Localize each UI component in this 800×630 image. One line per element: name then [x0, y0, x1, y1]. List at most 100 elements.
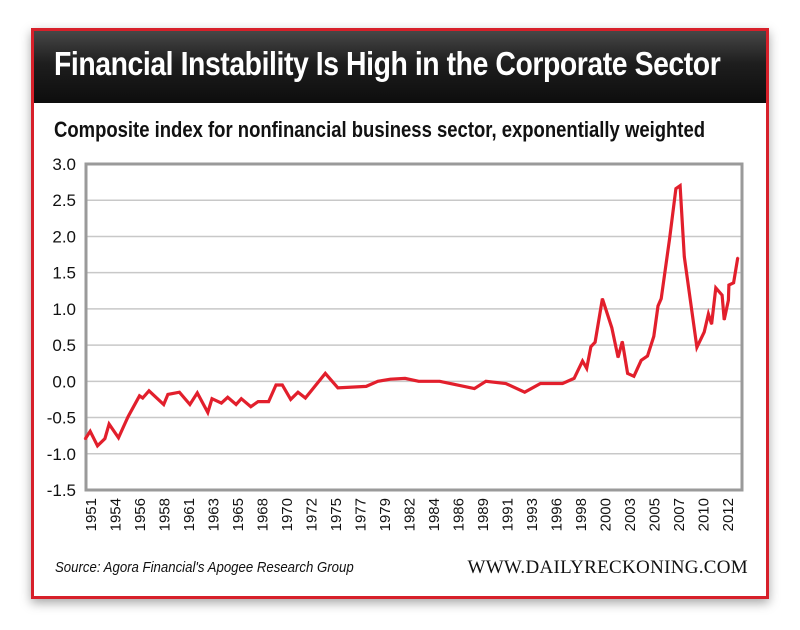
data-point	[573, 377, 575, 380]
data-point	[696, 346, 698, 349]
data-point	[626, 372, 629, 375]
data-point	[581, 360, 584, 362]
x-tick-label: 1970	[279, 498, 296, 531]
data-point	[728, 284, 730, 286]
data-point	[389, 378, 392, 380]
data-point	[737, 256, 739, 259]
data-point	[148, 389, 150, 392]
source-note: Source: Agora Financial's Apogee Researc…	[55, 559, 354, 576]
data-point	[505, 382, 507, 385]
y-tick-label: -0.5	[47, 409, 76, 428]
data-point	[96, 445, 99, 447]
x-tick-label: 1982	[402, 498, 419, 531]
x-tick-label: 1954	[108, 498, 125, 531]
data-point	[189, 403, 191, 406]
data-point	[675, 187, 677, 190]
x-tick-label: 1991	[500, 498, 517, 531]
data-point	[683, 255, 686, 258]
y-tick-label: 1.5	[52, 264, 76, 283]
data-point	[267, 400, 270, 403]
x-tick-label: 2005	[647, 498, 664, 531]
data-point	[417, 380, 420, 383]
data-point	[337, 387, 339, 389]
data-point	[220, 402, 223, 404]
data-point	[178, 391, 181, 394]
chart-title: Financial Instability Is High in the Cor…	[54, 45, 721, 82]
data-point	[138, 395, 141, 397]
data-point	[404, 377, 406, 380]
data-point	[727, 299, 730, 301]
data-point	[249, 405, 252, 408]
data-point	[657, 305, 659, 307]
data-point	[281, 384, 284, 386]
data-point	[732, 282, 735, 284]
y-tick-label: 0.5	[52, 336, 76, 355]
x-tick-label: 1956	[132, 498, 149, 531]
data-point	[611, 326, 613, 329]
data-point	[289, 398, 292, 401]
data-point	[590, 345, 592, 348]
data-point	[211, 397, 213, 400]
x-tick-label: 1996	[549, 498, 566, 531]
x-tick-label: 1972	[304, 498, 321, 531]
data-point	[561, 382, 564, 385]
y-tick-label: -1.0	[47, 445, 76, 464]
data-point	[714, 287, 717, 289]
y-tick-label: 1.0	[52, 300, 76, 319]
x-tick-label: 1984	[426, 498, 443, 531]
x-tick-label: 1989	[475, 498, 492, 531]
data-point	[104, 437, 106, 440]
title-bar: Financial Instability Is High in the Cor…	[34, 31, 766, 103]
data-point	[668, 237, 671, 240]
data-point	[84, 438, 86, 441]
data-point	[640, 359, 643, 362]
data-point	[710, 323, 713, 325]
plot-frame	[84, 162, 744, 492]
x-tick-label: 1965	[230, 498, 247, 531]
y-tick-label: 0.0	[52, 372, 76, 391]
y-tick-label: 2.5	[52, 191, 76, 210]
data-point	[108, 423, 110, 425]
y-tick-label: 2.0	[52, 227, 76, 246]
data-point	[324, 372, 327, 375]
data-point	[594, 341, 596, 344]
data-point	[621, 340, 624, 343]
data-point	[660, 297, 662, 300]
data-point	[601, 297, 604, 300]
data-point	[226, 396, 229, 399]
data-point	[653, 335, 655, 338]
data-point	[89, 430, 91, 433]
data-point	[117, 437, 120, 439]
data-point	[376, 380, 379, 383]
series-line	[83, 182, 740, 449]
x-tick-label: 1998	[573, 498, 590, 531]
data-point	[297, 391, 299, 394]
data-point	[162, 403, 165, 406]
x-tick-label: 1979	[377, 498, 394, 531]
data-point	[721, 294, 723, 296]
data-point	[304, 397, 307, 399]
data-point	[633, 375, 635, 378]
x-tick-label: 2010	[696, 498, 713, 531]
x-tick-label: 1975	[328, 498, 345, 531]
data-point	[539, 382, 542, 385]
data-point	[196, 392, 199, 394]
data-point	[235, 403, 237, 406]
data-point	[206, 411, 209, 414]
data-point	[703, 331, 706, 333]
data-point	[523, 391, 526, 394]
x-tick-label: 1963	[206, 498, 223, 531]
data-point	[275, 384, 277, 386]
x-tick-label: 2003	[622, 498, 639, 531]
x-tick-label: 2000	[598, 498, 615, 531]
x-tick-label: 1993	[524, 498, 541, 531]
x-tick-label: 1977	[353, 498, 370, 531]
data-point	[723, 318, 725, 321]
y-tick-label: 3.0	[52, 155, 76, 174]
data-point	[127, 416, 129, 418]
x-tick-label: 1961	[181, 498, 198, 531]
data-point	[141, 397, 144, 399]
data-point	[167, 393, 169, 396]
x-tick-label: 1968	[255, 498, 272, 531]
x-tick-label: 1986	[451, 498, 468, 531]
